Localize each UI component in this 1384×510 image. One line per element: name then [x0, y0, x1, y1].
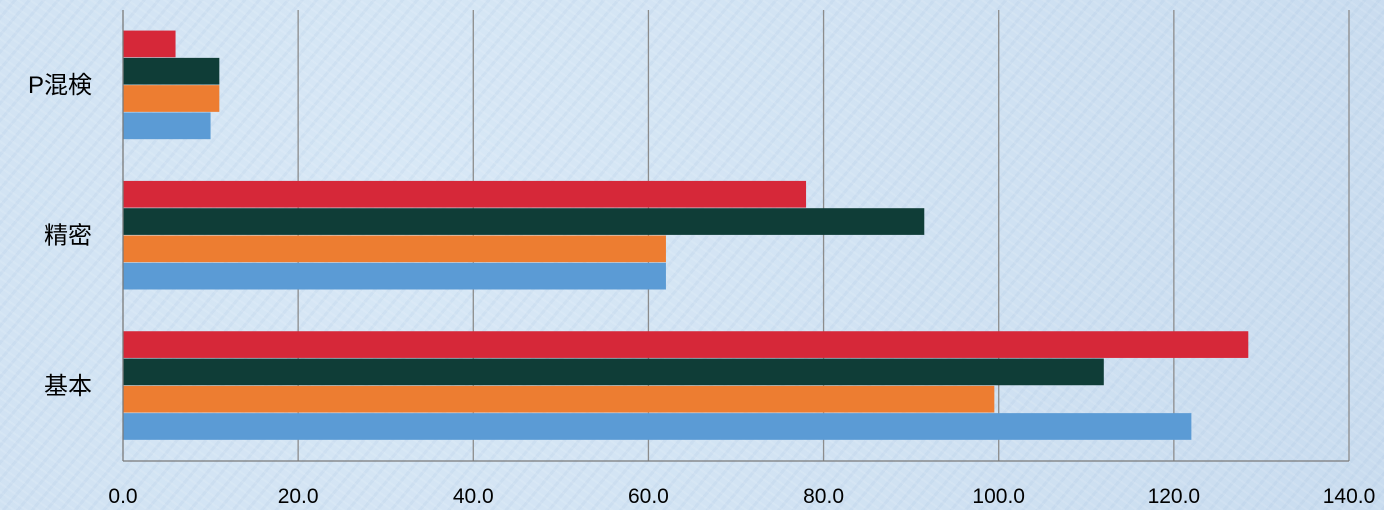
x-tick-label: 80.0	[803, 485, 844, 508]
x-tick-label: 120.0	[1148, 485, 1201, 508]
bars	[123, 30, 1249, 440]
category-label: 基本	[44, 373, 92, 400]
bar	[123, 208, 925, 235]
x-tick-label: 20.0	[278, 485, 319, 508]
bar	[123, 331, 1249, 358]
bar	[123, 85, 220, 112]
bar	[123, 30, 176, 58]
axes	[122, 10, 1349, 462]
bar	[123, 57, 220, 85]
bar	[123, 358, 1104, 386]
x-tick-label: 140.0	[1323, 485, 1376, 508]
bar	[123, 235, 666, 263]
bar	[123, 413, 1192, 440]
category-label: P混検	[28, 72, 92, 99]
bar	[123, 180, 807, 208]
category-label: 精密	[44, 223, 92, 250]
x-tick-label: 60.0	[628, 485, 669, 508]
bar	[123, 385, 995, 413]
x-tick-label: 40.0	[453, 485, 494, 508]
bar	[123, 262, 666, 290]
x-tick-label: 100.0	[972, 485, 1025, 508]
x-tick-labels: 0.0 20.0 40.0 60.0 80.0 100.0 120.0 140.0	[108, 485, 1375, 508]
x-tick-label: 0.0	[108, 485, 137, 508]
bar	[123, 112, 211, 140]
